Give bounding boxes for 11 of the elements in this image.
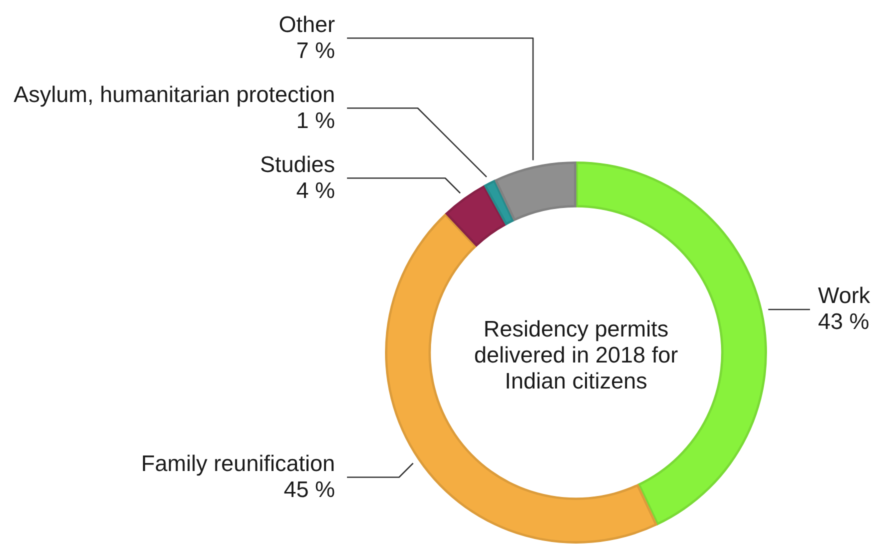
data-label: 1 % <box>296 108 335 133</box>
data-label: 7 % <box>296 38 335 63</box>
data-label: 45 % <box>284 476 335 502</box>
slice-label: Studies <box>260 152 335 177</box>
slice-label: Work <box>818 283 871 308</box>
text: Residency permits delivered in 2018 for Indian citizens <box>474 316 678 394</box>
slice-label: Asylum, humanitarian protection <box>14 82 335 107</box>
data-label: 4 % <box>296 178 335 203</box>
slice-label: Other <box>278 12 336 37</box>
data-label: 43 % <box>818 309 870 334</box>
slice-label: Family reunification <box>141 450 335 476</box>
